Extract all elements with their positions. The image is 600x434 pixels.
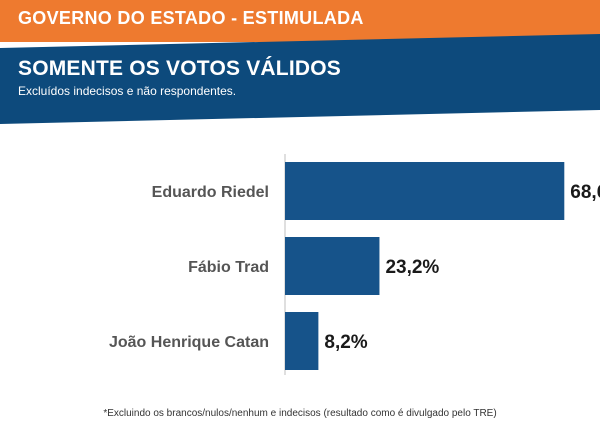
bar (285, 312, 319, 370)
footnote: *Excluindo os brancos/nulos/nenhum e ind… (103, 408, 497, 419)
bar (285, 162, 565, 220)
category-label: Fábio Trad (188, 259, 269, 276)
value-label: 23,2% (385, 257, 439, 278)
category-label: João Henrique Catan (109, 334, 269, 351)
value-label: 68,6% (570, 182, 600, 203)
top-banner (0, 0, 600, 42)
page-title: SOMENTE OS VOTOS VÁLIDOS (18, 57, 341, 80)
page-subtitle: Excluídos indecisos e não respondentes. (18, 84, 237, 98)
survey-type-title: GOVERNO DO ESTADO - ESTIMULADA (18, 8, 364, 28)
bar (285, 237, 380, 295)
bar-chart: Eduardo Riedel 68,6% Fábio Trad 23,2% João H… (109, 154, 600, 375)
title-band (0, 34, 600, 124)
category-label: Eduardo Riedel (152, 184, 269, 201)
value-label: 8,2% (324, 332, 367, 353)
